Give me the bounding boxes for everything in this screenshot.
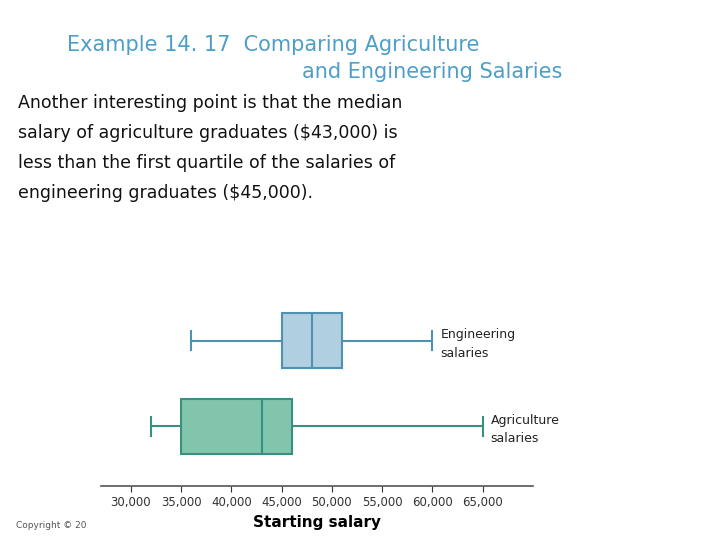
Text: salary of agriculture graduates ($43,000) is: salary of agriculture graduates ($43,000… xyxy=(18,124,397,142)
Text: and Engineering Salaries: and Engineering Salaries xyxy=(302,62,562,82)
Bar xyxy=(282,313,342,368)
X-axis label: Starting salary: Starting salary xyxy=(253,515,381,530)
Text: less than the first quartile of the salaries of: less than the first quartile of the sala… xyxy=(18,154,395,172)
Text: salaries: salaries xyxy=(441,347,489,360)
Text: Example 14. 17  Comparing Agriculture: Example 14. 17 Comparing Agriculture xyxy=(68,35,480,55)
Text: Agriculture: Agriculture xyxy=(490,414,559,427)
Bar xyxy=(181,399,292,454)
Text: engineering graduates ($45,000).: engineering graduates ($45,000). xyxy=(18,184,313,201)
Text: Copyright © 20: Copyright © 20 xyxy=(16,521,86,530)
Text: salaries: salaries xyxy=(490,433,539,446)
Text: Engineering: Engineering xyxy=(441,328,516,341)
Text: Another interesting point is that the median: Another interesting point is that the me… xyxy=(18,94,402,112)
